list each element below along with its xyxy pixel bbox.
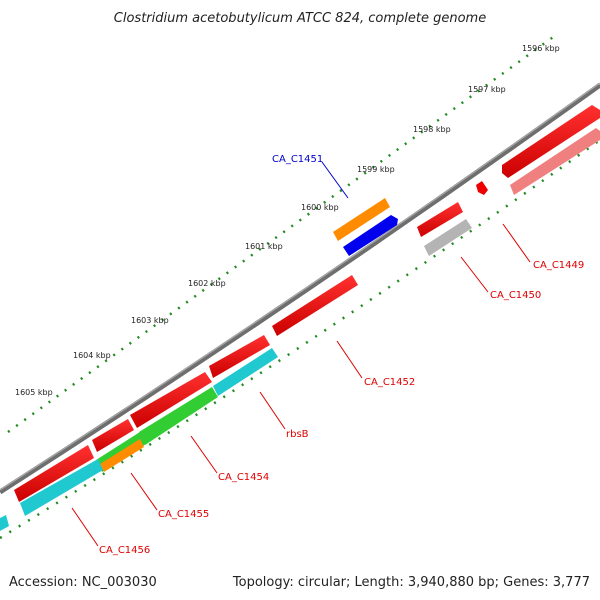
leader-lines [71, 161, 531, 547]
gene-label-ca-c1451[interactable]: CA_C1451 [272, 154, 323, 165]
gene-red-bar-7[interactable] [92, 419, 134, 452]
tick-label-1601: 1601 kbp [245, 242, 283, 251]
genome-backbone [0, 82, 600, 495]
gene-ca-c1449-faded [510, 128, 600, 195]
gene-ca-c1454-green[interactable] [139, 387, 218, 445]
gene-label-ca-c1449[interactable]: CA_C1449 [533, 260, 584, 271]
gene-left-cyan-stub[interactable] [0, 515, 9, 531]
accession-text: Accession: NC_003030 [9, 575, 157, 590]
leader-ca-c1450 [460, 256, 489, 293]
gene-red-bar-8[interactable] [14, 445, 94, 502]
gene-ca-c1451-orange[interactable] [333, 198, 390, 241]
tick-label-1603: 1603 kbp [131, 316, 169, 325]
tick-label-1602: 1602 kbp [188, 279, 226, 288]
scale-dotted-ring [7, 33, 557, 434]
gene-red-bar-5[interactable] [209, 335, 270, 378]
gene-label-ca-c1450[interactable]: CA_C1450 [490, 290, 541, 301]
tick-label-1605: 1605 kbp [15, 388, 53, 397]
gene-rbsb-cyan[interactable] [213, 348, 278, 396]
gene-label-ca-c1452[interactable]: CA_C1452 [364, 377, 415, 388]
leader-ca-c1449 [502, 223, 531, 263]
gene-ca-c1450-grey [424, 219, 472, 256]
scale-tick-labels: 1596 kbp 1597 kbp 1598 kbp 1599 kbp 1600… [15, 44, 560, 397]
inner-dashed-ring [0, 138, 600, 540]
gene-label-ca-c1455[interactable]: CA_C1455 [158, 509, 209, 520]
genome-summary-text: Topology: circular; Length: 3,940,880 bp… [232, 575, 590, 590]
tick-label-1596: 1596 kbp [522, 44, 560, 53]
gene-ca-c1452-bar[interactable] [272, 275, 358, 336]
gene-ca-c1456-cyan[interactable] [20, 459, 103, 516]
gene-label-ca-c1456[interactable]: CA_C1456 [99, 545, 150, 556]
gene-labels: CA_C1449 CA_C1450 CA_C1451 CA_C1452 rbsB… [99, 154, 584, 556]
gene-red-bar-6[interactable] [130, 372, 212, 428]
gene-ca-c1455-orange[interactable] [100, 439, 144, 472]
leader-ca-c1454 [190, 435, 218, 474]
tick-label-1597: 1597 kbp [468, 85, 506, 94]
gene-label-ca-c1454[interactable]: CA_C1454 [218, 472, 269, 483]
leader-rbsb [259, 391, 286, 430]
gene-label-rbsb[interactable]: rbsB [286, 429, 309, 440]
leader-ca-c1456 [71, 507, 99, 547]
gene-ca-c1449-bar[interactable] [502, 105, 600, 178]
gene-ca-c1450-red-bar[interactable] [417, 202, 463, 237]
gene-small-red-arrow[interactable] [476, 181, 488, 195]
leader-ca-c1455 [130, 472, 158, 511]
leader-ca-c1452 [336, 340, 363, 379]
gene-ca-c1451-blue[interactable] [343, 215, 398, 256]
tick-label-1598: 1598 kbp [413, 125, 451, 134]
tick-label-1599: 1599 kbp [357, 165, 395, 174]
reverse-strand-genes [0, 348, 278, 531]
map-title: Clostridium acetobutylicum ATCC 824, com… [114, 11, 486, 26]
forward-strand-genes [14, 105, 600, 502]
tick-label-1604: 1604 kbp [73, 351, 111, 360]
leader-ca-c1451 [321, 161, 349, 199]
tick-label-1600: 1600 kbp [301, 203, 339, 212]
